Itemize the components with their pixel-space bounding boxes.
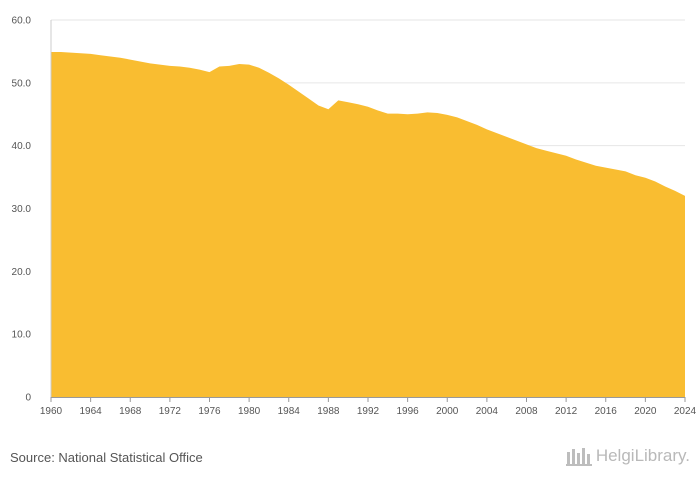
data-point xyxy=(436,112,438,114)
data-point xyxy=(446,114,448,116)
data-point xyxy=(198,68,200,70)
x-tick-label: 2012 xyxy=(555,406,578,417)
data-point xyxy=(406,113,408,115)
data-point xyxy=(159,63,161,65)
data-point xyxy=(515,139,517,141)
data-point xyxy=(456,116,458,118)
data-point xyxy=(575,158,577,160)
data-point xyxy=(377,109,379,111)
data-point xyxy=(605,166,607,168)
data-point xyxy=(397,112,399,114)
data-point xyxy=(297,90,299,92)
data-point xyxy=(367,106,369,108)
brand-name: HelgiLibrary. xyxy=(595,446,690,465)
data-point xyxy=(208,71,210,73)
data-point xyxy=(476,124,478,126)
data-point xyxy=(684,195,686,197)
data-point xyxy=(307,97,309,99)
x-tick-label: 2024 xyxy=(674,406,697,417)
data-point xyxy=(268,72,270,74)
data-point xyxy=(535,147,537,149)
data-point xyxy=(149,62,151,64)
x-tick-label: 1988 xyxy=(317,406,340,417)
x-tick-label: 2016 xyxy=(595,406,618,417)
x-tick-label: 2008 xyxy=(515,406,538,417)
x-tick-label: 1964 xyxy=(80,406,103,417)
y-tick-label: 20.0 xyxy=(12,267,32,278)
x-tick-label: 1976 xyxy=(198,406,221,417)
data-point xyxy=(89,53,91,55)
data-point xyxy=(188,67,190,69)
data-point xyxy=(545,149,547,151)
data-point xyxy=(486,128,488,130)
area-chart: 010.020.030.040.050.060.0 1960 1964 1968 19… xyxy=(12,16,697,418)
x-tick-label: 2000 xyxy=(436,406,459,417)
brand-logo: HelgiLibrary. xyxy=(565,446,690,466)
data-point xyxy=(674,190,676,192)
x-tick-label: 1960 xyxy=(40,406,63,417)
data-point xyxy=(317,104,319,106)
data-point xyxy=(80,52,82,54)
data-point xyxy=(347,101,349,103)
data-point xyxy=(228,65,230,67)
data-point xyxy=(327,108,329,110)
data-point xyxy=(129,58,131,60)
data-point xyxy=(614,168,616,170)
library-icon xyxy=(565,448,592,466)
data-point xyxy=(634,174,636,176)
data-point xyxy=(139,60,141,62)
data-point xyxy=(60,51,62,53)
data-point xyxy=(416,112,418,114)
data-point xyxy=(109,55,111,57)
data-point xyxy=(565,155,567,157)
y-tick-label: 30.0 xyxy=(12,204,32,215)
source-note: Source: National Statistical Office xyxy=(10,450,203,465)
x-tick-label: 2004 xyxy=(476,406,499,417)
data-point xyxy=(119,57,121,59)
area-layer xyxy=(51,51,686,398)
data-point xyxy=(70,51,72,53)
y-tick-label: 60.0 xyxy=(12,16,32,27)
data-point xyxy=(169,65,171,67)
y-tick-label: 50.0 xyxy=(12,78,32,89)
data-point xyxy=(218,65,220,67)
data-point xyxy=(288,84,290,86)
data-point xyxy=(179,65,181,67)
data-point xyxy=(278,77,280,79)
data-point xyxy=(99,54,101,56)
data-point xyxy=(585,161,587,163)
data-point xyxy=(644,177,646,179)
data-point xyxy=(426,111,428,113)
data-point xyxy=(238,63,240,65)
x-axis-labels: 1960 1964 1968 1972 1976 1980 1984 1988 1992 1996… xyxy=(40,406,697,417)
x-tick-label: 1996 xyxy=(397,406,420,417)
data-point xyxy=(258,67,260,69)
data-point xyxy=(248,63,250,65)
area-series xyxy=(51,52,685,398)
x-tick-label: 1972 xyxy=(159,406,182,417)
data-point xyxy=(357,103,359,105)
data-point xyxy=(525,143,527,145)
x-tick-label: 1968 xyxy=(119,406,142,417)
axes xyxy=(50,20,686,402)
data-point xyxy=(595,165,597,167)
x-tick-label: 2020 xyxy=(634,406,657,417)
data-point xyxy=(337,99,339,101)
data-point xyxy=(654,180,656,182)
x-tick-label: 1992 xyxy=(357,406,380,417)
y-axis-labels: 0 10.0 20.0 30.0 40.0 50.0 60.0 xyxy=(12,16,32,404)
x-tick-label: 1980 xyxy=(238,406,261,417)
y-tick-label: 40.0 xyxy=(12,141,32,152)
data-point xyxy=(505,136,507,138)
data-point xyxy=(664,185,666,187)
data-point xyxy=(496,132,498,134)
x-tick-label: 1984 xyxy=(278,406,301,417)
data-point xyxy=(624,170,626,172)
y-tick-label: 10.0 xyxy=(12,330,32,341)
data-point xyxy=(466,120,468,122)
data-point xyxy=(387,112,389,114)
y-tick-label: 0 xyxy=(25,393,31,404)
data-point xyxy=(555,152,557,154)
